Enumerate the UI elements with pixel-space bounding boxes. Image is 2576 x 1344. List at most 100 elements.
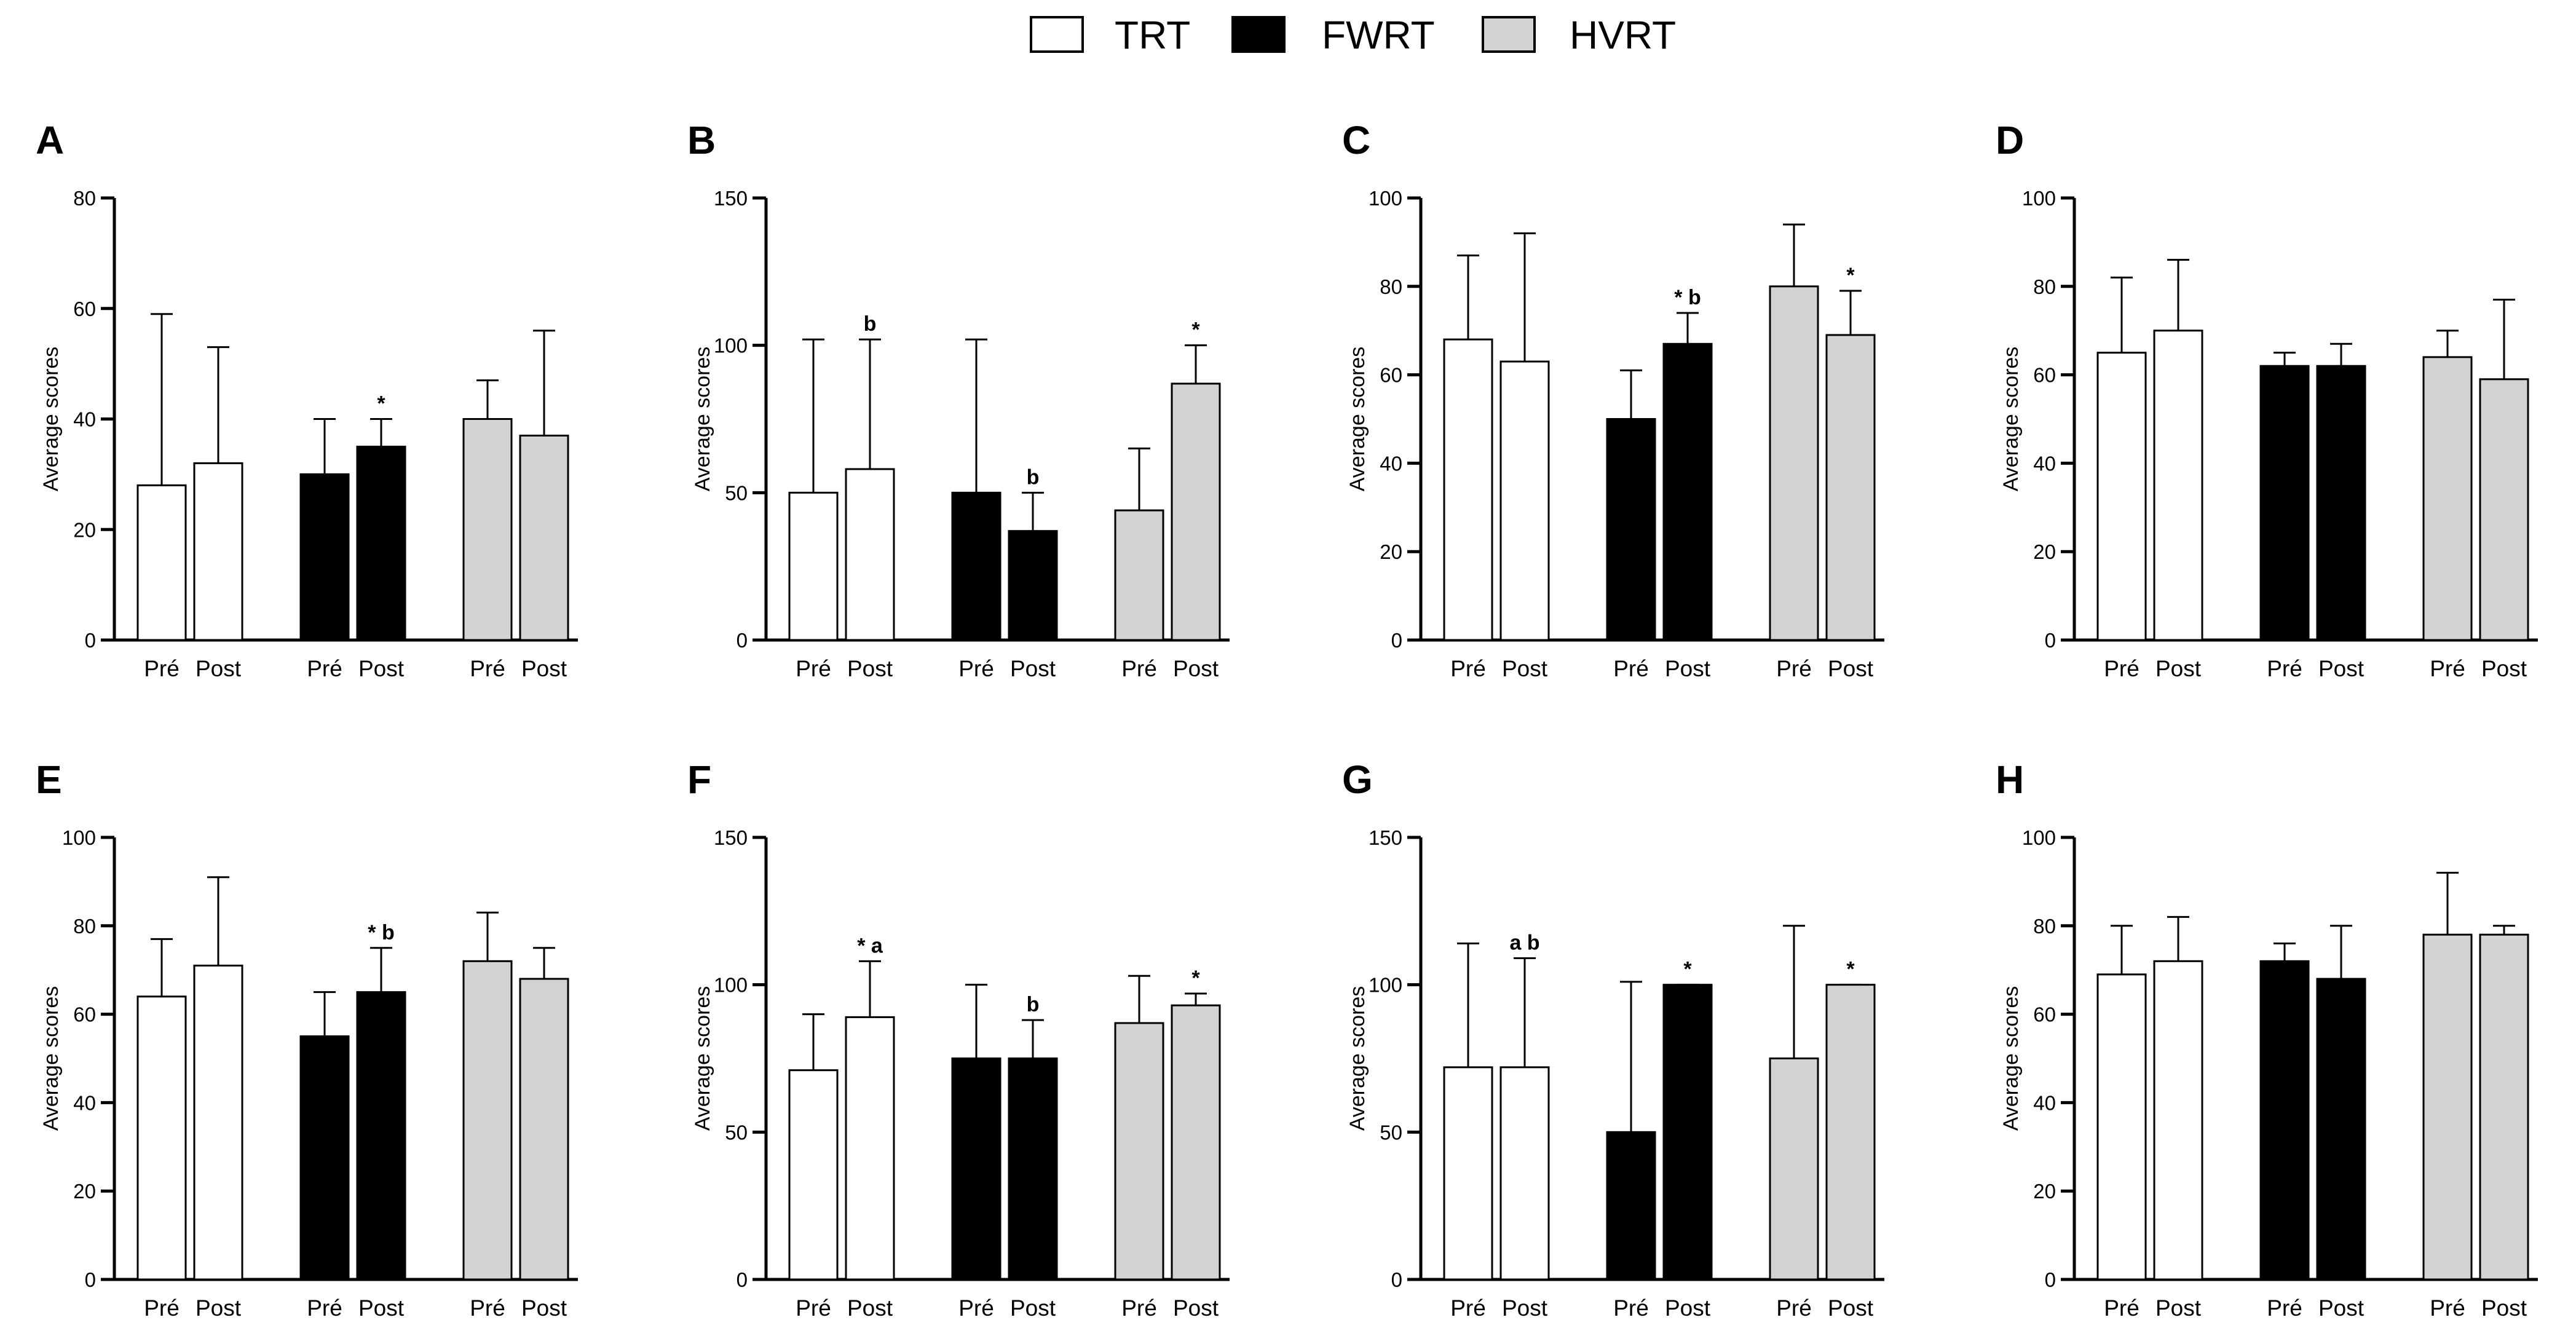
bar [788, 491, 839, 641]
y-tick-label: 40 [1380, 452, 1402, 475]
significance-label: * [377, 392, 385, 416]
bar [1171, 1004, 1221, 1281]
y-tick-label: 60 [73, 298, 96, 320]
y-tick-label: 0 [737, 1268, 748, 1291]
bar [951, 491, 1002, 641]
panel-letter: A [36, 118, 64, 162]
x-tick-label: Post [1665, 1295, 1711, 1321]
significance-label: * [1846, 958, 1855, 981]
y-tick-label: 20 [2033, 1180, 2056, 1203]
significance-label: b [1027, 993, 1040, 1016]
y-tick-label: 100 [714, 974, 748, 997]
significance-label: * [1191, 966, 1200, 990]
y-tick-label: 100 [714, 334, 748, 357]
x-tick-label: Post [2318, 1295, 2365, 1321]
panel-letter: B [687, 118, 716, 162]
panel-letter: H [1996, 757, 2024, 802]
significance-label: * [1191, 318, 1200, 342]
y-tick-label: 80 [73, 915, 96, 938]
x-tick-label: Post [2318, 656, 2365, 681]
y-tick-label: 50 [1380, 1121, 1402, 1144]
panel-a: A 0 20 40 60 80 Average scores Pré Post Pré * Post P… [36, 118, 578, 681]
bar [845, 468, 895, 641]
panel-d: D 0 20 40 60 80 100 Average scores Pré Post Pré Pos… [1996, 118, 2538, 681]
significance-label: * b [368, 921, 394, 944]
x-tick-label: Pré [796, 656, 831, 681]
y-tick-label: 0 [1391, 629, 1402, 652]
x-tick-label: Post [1828, 1295, 1874, 1321]
significance-label: * b [1674, 286, 1701, 309]
y-tick-label: 0 [2045, 1268, 2056, 1291]
bar [1443, 338, 1493, 641]
y-tick-label: 0 [85, 1268, 96, 1291]
y-tick-label: 0 [2045, 629, 2056, 652]
y-tick-label: 20 [73, 518, 96, 541]
legend: TRT FWRT HVRT [1030, 13, 1676, 57]
panel-g: G 0 50 100 150 Average scores Pré a b Post Pré * Po… [1342, 757, 1884, 1321]
y-tick-label: 80 [2033, 915, 2056, 938]
x-tick-label: Post [1828, 656, 1874, 681]
panel-c: C 0 20 40 60 80 100 Average scores Pré Post Pré * b… [1342, 118, 1884, 681]
bar [1662, 984, 1713, 1281]
y-tick-label: 100 [2022, 187, 2056, 210]
y-tick-label: 150 [714, 826, 748, 849]
panel-letter: F [687, 757, 711, 802]
panel-h: H 0 20 40 60 80 100 Average scores Pré Post Pré Pos… [1996, 757, 2538, 1321]
x-tick-label: Pré [1121, 656, 1157, 681]
bar [2316, 978, 2366, 1281]
significance-label: a b [1509, 931, 1539, 955]
x-tick-label: Post [2481, 1295, 2527, 1321]
significance-label: b [864, 312, 877, 336]
x-tick-label: Post [521, 656, 567, 681]
x-tick-label: Pré [1776, 656, 1812, 681]
panel-b: B 0 50 100 150 Average scores Pré b Post Pré b Post… [687, 118, 1230, 681]
bar [2422, 356, 2473, 641]
significance-label: * [1846, 264, 1855, 287]
y-axis-title: Average scores [1999, 347, 2023, 492]
bar [519, 978, 569, 1281]
bar [2259, 960, 2310, 1281]
panel-e: E 0 20 40 60 80 100 Average scores Pré Post Pré * b… [36, 757, 578, 1321]
x-tick-label: Pré [1450, 1295, 1486, 1321]
x-tick-label: Pré [307, 1295, 342, 1321]
legend-swatch-trt [1030, 16, 1084, 53]
bar [356, 991, 406, 1281]
x-tick-label: Post [1010, 656, 1056, 681]
y-tick-label: 60 [73, 1003, 96, 1026]
y-tick-label: 60 [2033, 1003, 2056, 1026]
x-tick-label: Pré [958, 1295, 994, 1321]
significance-label: b [1027, 465, 1040, 489]
y-tick-label: 40 [2033, 1091, 2056, 1114]
y-tick-label: 80 [73, 187, 96, 210]
x-tick-label: Pré [796, 1295, 831, 1321]
x-tick-label: Pré [470, 1295, 505, 1321]
x-tick-label: Pré [2430, 1295, 2465, 1321]
x-tick-label: Post [196, 656, 242, 681]
x-tick-label: Post [1173, 1295, 1219, 1321]
x-tick-label: Post [358, 656, 405, 681]
panel-letter: E [36, 757, 62, 802]
y-tick-label: 20 [1380, 540, 1402, 563]
bar [1606, 418, 1656, 641]
x-tick-label: Pré [958, 656, 994, 681]
x-tick-label: Post [1502, 656, 1548, 681]
bar [1662, 342, 1713, 641]
bar [845, 1016, 895, 1281]
bar [193, 462, 243, 641]
y-tick-label: 80 [2033, 275, 2056, 298]
y-tick-label: 40 [2033, 452, 2056, 475]
bar [1499, 360, 1550, 641]
panel-f: F 0 50 100 150 Average scores Pré * a Post Pré b Po… [687, 757, 1230, 1321]
bar [136, 484, 187, 641]
y-axis-title: Average scores [691, 347, 714, 492]
y-tick-label: 150 [1369, 826, 1402, 849]
x-tick-label: Pré [2430, 656, 2465, 681]
bar [2096, 973, 2147, 1281]
x-tick-label: Post [2155, 1295, 2202, 1321]
bar [1606, 1131, 1656, 1281]
bar [462, 418, 513, 641]
x-tick-label: Post [2481, 656, 2527, 681]
x-tick-label: Pré [2267, 656, 2302, 681]
bar [2316, 365, 2366, 641]
